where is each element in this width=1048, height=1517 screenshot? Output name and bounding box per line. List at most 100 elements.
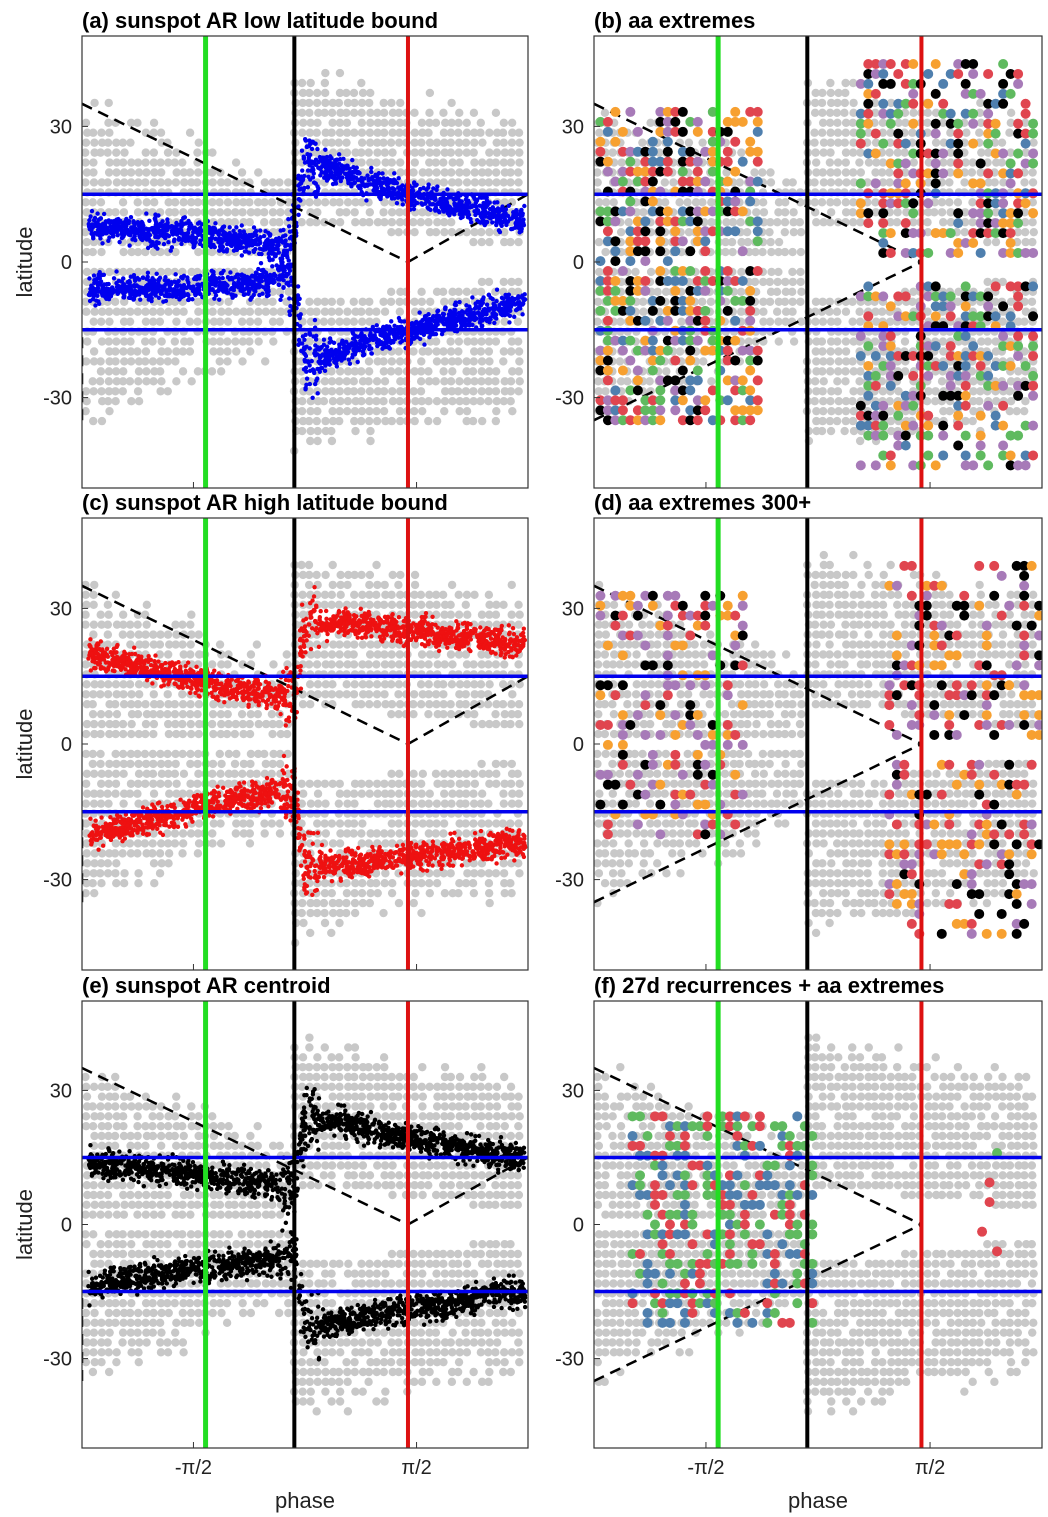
background-dot bbox=[297, 218, 306, 227]
data-point bbox=[296, 342, 301, 347]
data-point bbox=[342, 352, 348, 358]
background-dot bbox=[112, 138, 121, 147]
background-dot bbox=[232, 178, 241, 187]
data-point bbox=[121, 295, 127, 300]
data-point bbox=[156, 277, 161, 282]
background-dot bbox=[461, 297, 471, 306]
background-dot bbox=[232, 307, 241, 316]
background-dot bbox=[417, 357, 426, 366]
background-dot bbox=[373, 128, 382, 137]
background-dot bbox=[1021, 237, 1030, 247]
background-dot bbox=[268, 178, 277, 187]
background-dot bbox=[440, 138, 449, 147]
background-dot bbox=[818, 317, 828, 326]
data-point bbox=[121, 276, 126, 281]
background-dot bbox=[319, 317, 329, 326]
background-dot bbox=[327, 297, 337, 306]
data-point bbox=[480, 309, 485, 314]
data-point bbox=[508, 304, 514, 309]
background-dot bbox=[357, 98, 367, 108]
background-dot bbox=[871, 208, 880, 217]
background-dot bbox=[825, 218, 835, 227]
background-dot bbox=[112, 158, 121, 167]
data-point bbox=[316, 159, 321, 165]
background-dot bbox=[908, 297, 917, 306]
background-dot bbox=[500, 148, 510, 157]
background-dot bbox=[848, 416, 858, 426]
data-point bbox=[103, 295, 108, 300]
background-dot bbox=[409, 168, 418, 177]
background-dot bbox=[388, 387, 397, 396]
data-point bbox=[307, 330, 312, 335]
background-dot bbox=[624, 218, 633, 227]
background-dot bbox=[334, 307, 344, 316]
background-dot bbox=[469, 357, 478, 366]
background-dot bbox=[223, 357, 232, 366]
background-dot bbox=[870, 337, 880, 346]
data-point bbox=[459, 199, 464, 204]
background-dot bbox=[388, 118, 397, 127]
data-point bbox=[463, 197, 469, 202]
background-dot bbox=[455, 108, 464, 118]
data-point bbox=[179, 218, 184, 224]
background-dot bbox=[328, 416, 338, 426]
background-dot bbox=[454, 287, 463, 297]
data-point bbox=[185, 275, 190, 280]
data-point bbox=[287, 312, 293, 318]
background-dot bbox=[245, 317, 255, 326]
data-point bbox=[459, 309, 465, 314]
background-dot bbox=[409, 406, 419, 416]
data-point bbox=[502, 312, 508, 318]
background-dot bbox=[833, 317, 842, 326]
data-point bbox=[195, 221, 201, 226]
data-point bbox=[278, 236, 283, 242]
data-point bbox=[311, 180, 317, 185]
background-dot bbox=[134, 397, 144, 406]
background-dot bbox=[937, 208, 947, 217]
background-dot bbox=[379, 108, 389, 118]
data-point bbox=[384, 340, 389, 346]
background-dot bbox=[239, 307, 248, 316]
data-point bbox=[474, 316, 479, 321]
data-point bbox=[220, 226, 225, 231]
background-dot bbox=[105, 406, 114, 416]
background-dot bbox=[706, 297, 716, 306]
background-dot bbox=[297, 108, 307, 118]
data-point bbox=[319, 353, 324, 359]
data-point bbox=[233, 231, 238, 237]
background-dot bbox=[1028, 218, 1037, 227]
background-dot bbox=[491, 168, 501, 177]
background-dot bbox=[433, 218, 442, 227]
data-point bbox=[497, 218, 503, 224]
data-point bbox=[480, 312, 485, 318]
background-dot bbox=[387, 227, 396, 237]
background-dot bbox=[119, 208, 129, 217]
background-dot bbox=[477, 367, 486, 376]
background-dot bbox=[185, 317, 195, 326]
data-point bbox=[431, 186, 436, 191]
data-point bbox=[304, 376, 310, 381]
data-point bbox=[87, 276, 92, 281]
background-dot bbox=[179, 168, 189, 177]
background-dot bbox=[142, 367, 151, 376]
background-dot bbox=[601, 247, 610, 257]
data-point bbox=[109, 220, 114, 225]
background-dot bbox=[615, 357, 625, 366]
background-dot bbox=[133, 158, 143, 167]
background-dot bbox=[491, 108, 501, 118]
background-dot bbox=[931, 416, 941, 426]
data-point bbox=[445, 187, 450, 192]
background-dot bbox=[448, 287, 457, 297]
data-point bbox=[133, 237, 138, 243]
data-point bbox=[323, 171, 328, 177]
background-dot bbox=[447, 118, 456, 127]
background-dot bbox=[796, 277, 805, 287]
background-dot bbox=[931, 387, 940, 396]
data-point bbox=[287, 296, 292, 301]
data-point bbox=[186, 280, 191, 285]
background-dot bbox=[462, 148, 471, 157]
data-point bbox=[425, 205, 430, 210]
data-point bbox=[492, 304, 498, 309]
background-dot bbox=[349, 297, 358, 306]
background-dot bbox=[216, 178, 226, 187]
